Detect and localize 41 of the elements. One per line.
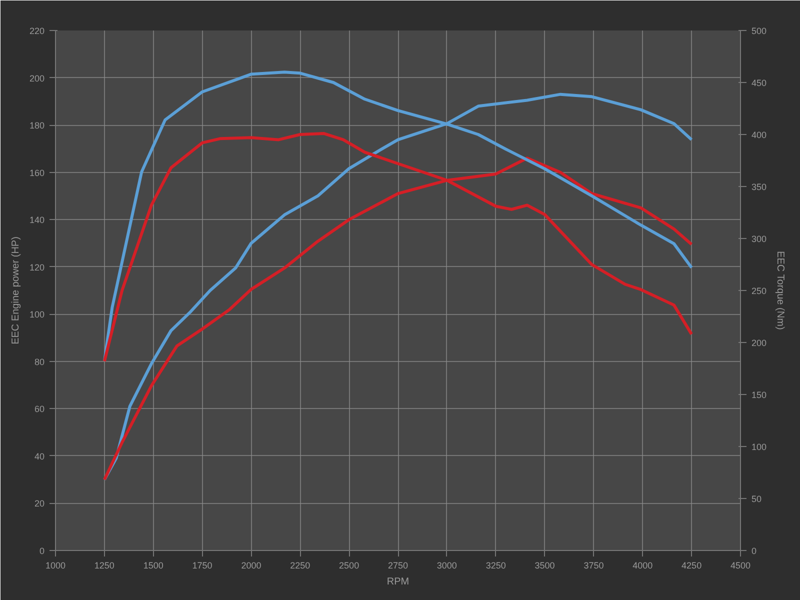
y2-tick-label: 150 [752, 390, 767, 400]
y2-tick-label: 300 [752, 234, 767, 244]
x-tick-label: 3500 [534, 560, 555, 570]
x-tick-label: 2250 [290, 560, 310, 570]
y-tick-label: 20 [34, 498, 45, 509]
y2-axis-title: EEC Torque (Nm) [774, 251, 786, 330]
x-tick-label: 2750 [388, 560, 408, 570]
x-tick-label: 2000 [241, 560, 262, 570]
x-tick-label: 1500 [143, 560, 164, 570]
y-tick-label: 40 [34, 451, 45, 462]
y2-tick-label: 350 [752, 182, 767, 192]
x-tick-label: 3000 [436, 560, 457, 570]
x-tick-label: 3750 [584, 560, 604, 570]
y-tick-label: 60 [34, 404, 45, 414]
y-tick-label: 120 [29, 262, 45, 272]
y2-tick-label: 50 [752, 494, 762, 504]
x-axis-title: RPM [386, 576, 410, 588]
y-tick-label: 80 [34, 356, 45, 367]
y2-tick-label: 500 [752, 26, 767, 36]
y2-tick-label: 200 [752, 338, 767, 348]
x-tick-label: 4000 [632, 560, 653, 570]
y-tick-label: 180 [29, 120, 45, 131]
y2-tick-label: 250 [752, 286, 767, 296]
x-tick-label: 4250 [682, 560, 702, 570]
y-tick-label: 0 [39, 546, 45, 556]
y-tick-label: 200 [29, 73, 45, 84]
y-axis-title: EEC Engine power (HP) [10, 236, 22, 344]
x-tick-label: 3250 [486, 560, 506, 570]
x-tick-label: 1000 [45, 560, 66, 570]
y-tick-label: 100 [29, 310, 45, 320]
y-tick-label: 140 [29, 215, 45, 226]
y-tick-label: 160 [29, 168, 45, 178]
y2-tick-label: 100 [752, 442, 767, 452]
y2-tick-label: 400 [752, 130, 767, 140]
x-tick-label: 1250 [94, 560, 114, 570]
y-tick-label: 220 [29, 26, 45, 36]
x-tick-label: 2500 [339, 560, 360, 570]
y2-tick-label: 450 [752, 78, 767, 88]
x-tick-label: 4500 [730, 560, 751, 570]
y2-tick-label: 0 [752, 546, 757, 556]
x-tick-label: 1750 [192, 560, 212, 570]
